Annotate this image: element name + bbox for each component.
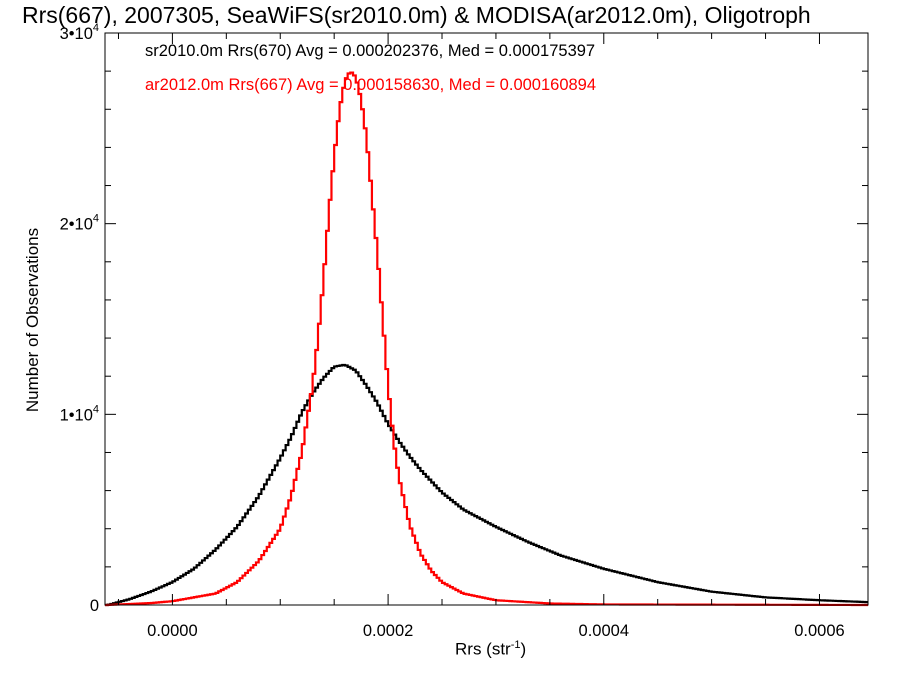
axes-layer: 0.0000 0.0002 0.0004 0.0006 0 1•104 2•104 3•104 <box>60 22 869 640</box>
y-tick-label-3: 3•104 <box>60 22 99 43</box>
legend-entry-ar2012: ar2012.0m Rrs(667) Avg = 0.000158630, Me… <box>145 76 597 94</box>
x-tick-label-2: 0.0004 <box>579 622 629 640</box>
y-tick-label-0: 0 <box>90 597 99 615</box>
y-tick-label-1: 1•104 <box>60 403 99 424</box>
x-tick-label-3: 0.0006 <box>794 622 844 640</box>
chart-title: Rrs(667), 2007305, SeaWiFS(sr2010.0m) & … <box>22 2 811 28</box>
x-axis-label-text: Rrs (str <box>455 639 511 659</box>
y-tick-label-2: 2•104 <box>60 213 99 234</box>
plot-frame <box>104 32 869 606</box>
series-line-1 <box>105 71 868 607</box>
x-axis-label: Rrs (str-1) <box>455 639 526 660</box>
x-tick-label-1: 0.0002 <box>363 622 413 640</box>
y-axis-label: Number of Observations <box>23 227 42 413</box>
legend-entry-sr2010: sr2010.0m Rrs(670) Avg = 0.000202376, Me… <box>145 42 596 60</box>
series-layer <box>105 71 868 607</box>
x-tick-label-0: 0.0000 <box>147 622 197 640</box>
x-axis-label-sup: -1 <box>510 639 521 651</box>
x-axis-label-suffix: ) <box>520 639 527 659</box>
series-line-0 <box>105 363 868 607</box>
